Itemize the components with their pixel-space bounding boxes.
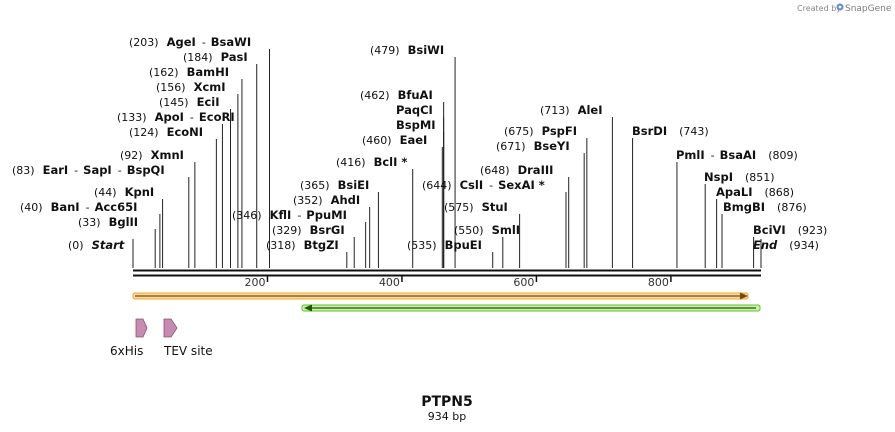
restriction-site-label: (203) AgeI - BsaWI (129, 35, 251, 49)
restriction-site[interactable]: NspI (851) (704, 170, 775, 268)
restriction-site[interactable]: (479) BsiWI (370, 43, 456, 268)
restriction-site[interactable]: ApaLI (868) (716, 185, 794, 268)
sequence-title: PTPN5 (421, 394, 473, 410)
restriction-site-label: (40) BanI - Acc65I (20, 200, 137, 214)
restriction-site-label: (535) BpuEI (407, 238, 482, 252)
restriction-site-label: (0) Start (68, 238, 125, 252)
restriction-site-label: (124) EcoNI (129, 125, 203, 139)
restriction-site[interactable]: (329) BsrGI (272, 223, 355, 268)
restriction-site-label: PaqCI (396, 103, 433, 117)
ruler: 200 400 600 800 (244, 276, 672, 289)
restriction-site[interactable]: (535) BpuEI (407, 238, 494, 268)
orf-forward[interactable] (132, 292, 749, 300)
restriction-site[interactable]: (0) Start (68, 238, 134, 268)
restriction-site[interactable]: (416) BclI * (336, 155, 414, 268)
restriction-site[interactable]: (133) ApoI - EcoRI (117, 110, 235, 268)
restriction-site-label: (460) EaeI (362, 133, 427, 147)
restriction-site-label: (479) BsiWI (370, 43, 444, 57)
restriction-site[interactable]: (33) BglII (78, 215, 156, 268)
app-name: SnapGene (845, 4, 892, 14)
restriction-site-label: NspI (851) (704, 170, 775, 184)
restriction-site-label: BmgBI (876) (723, 200, 807, 214)
restriction-site[interactable]: End (934) (753, 238, 819, 268)
restriction-site[interactable]: (83) EarI - SapI - BspQI (12, 163, 190, 268)
restriction-site-label: (145) EciI (159, 95, 220, 109)
restriction-site-label: (162) BamHI (149, 65, 229, 79)
restriction-site-label: (318) BtgZI (266, 238, 339, 252)
orf-reverse[interactable] (301, 304, 761, 312)
restriction-site[interactable]: (318) BtgZI (266, 238, 348, 268)
restriction-site-label: End (934) (753, 238, 819, 252)
restriction-site[interactable]: (184) PasI (183, 50, 258, 268)
restriction-site[interactable]: (346) KflI - PpuMI (232, 208, 367, 268)
restriction-site[interactable]: (156) XcmI (156, 80, 239, 268)
restriction-site[interactable]: (648) DraIII (480, 163, 570, 268)
ruler-tick-label: 600 (513, 276, 534, 289)
restriction-site-label: (83) EarI - SapI - BspQI (12, 163, 165, 177)
restriction-site[interactable]: (460) EaeI (362, 133, 443, 268)
restriction-site[interactable]: BmgBI (876) (721, 200, 807, 268)
ruler-tick-label: 800 (648, 276, 669, 289)
restriction-site-label: (644) CslI - SexAI * (422, 178, 545, 192)
restriction-site[interactable]: (352) AhdI (293, 193, 371, 268)
snapgene-logo-icon (836, 3, 844, 11)
sequence-backbone (133, 269, 761, 277)
restriction-site-label: (329) BsrGI (272, 223, 345, 237)
restriction-site-label: BciVI (923) (753, 223, 827, 237)
feature-tev-site[interactable]: TEV site (163, 318, 213, 358)
restriction-site-label: (671) BseYI (496, 139, 570, 153)
restriction-site-label: (550) SmlI (454, 223, 520, 237)
restriction-site[interactable]: (675) PspFI (504, 124, 588, 268)
restriction-site-label: (352) AhdI (293, 193, 360, 207)
feature-label-tev-site: TEV site (163, 344, 213, 358)
restriction-site[interactable]: (713) AleI (540, 103, 613, 268)
restriction-site[interactable]: (365) BsiEI (300, 178, 379, 268)
restriction-site[interactable]: BsrDI (743) (632, 124, 709, 268)
restriction-site-label: (156) XcmI (156, 80, 226, 94)
created-by-text: Created by (797, 4, 841, 13)
restriction-site[interactable]: (40) BanI - Acc65I (20, 200, 161, 268)
restriction-site-label: (44) KpnI (94, 185, 154, 199)
restriction-site-label: BsrDI (743) (632, 124, 709, 138)
restriction-site[interactable]: BspMI (396, 118, 445, 268)
restriction-site-label: (346) KflI - PpuMI (232, 208, 347, 222)
restriction-site-label: (575) StuI (444, 200, 508, 214)
restriction-site-label: (416) BclI * (336, 155, 407, 169)
restriction-site[interactable]: (644) CslI - SexAI * (422, 178, 567, 268)
restriction-site[interactable]: (124) EcoNI (129, 125, 217, 268)
restriction-site-label: (33) BglII (78, 215, 138, 229)
restriction-site[interactable]: (462) BfuAI (360, 88, 445, 268)
restriction-site[interactable]: (44) KpnI (94, 185, 164, 268)
restriction-site[interactable]: (671) BseYI (496, 139, 585, 268)
restriction-site-label: (92) XmnI (120, 148, 184, 162)
restriction-site[interactable]: (550) SmlI (454, 223, 520, 268)
restriction-site-label: (713) AleI (540, 103, 603, 117)
restriction-site[interactable]: (145) EciI (159, 95, 231, 268)
restriction-site[interactable]: (92) XmnI (120, 148, 196, 268)
restriction-site-label: ApaLI (868) (716, 185, 794, 199)
restriction-site-label: BspMI (396, 118, 436, 132)
restriction-site[interactable]: BciVI (923) (753, 223, 827, 268)
restriction-site[interactable]: (575) StuI (444, 200, 521, 268)
restriction-site-label: (133) ApoI - EcoRI (117, 110, 235, 124)
restriction-site-label: (675) PspFI (504, 124, 577, 138)
ruler-tick-label: 400 (379, 276, 400, 289)
restriction-site-label: (648) DraIII (480, 163, 553, 177)
restriction-site[interactable]: (203) AgeI - BsaWI (129, 35, 270, 268)
restriction-site-label: (184) PasI (183, 50, 248, 64)
restriction-site-label: (462) BfuAI (360, 88, 433, 102)
feature-6xhis[interactable]: 6xHis (110, 318, 148, 358)
ruler-tick-label: 200 (244, 276, 265, 289)
restriction-site[interactable]: (162) BamHI (149, 65, 243, 268)
feature-label-6xhis: 6xHis (110, 344, 143, 358)
sequence-length: 934 bp (428, 410, 466, 423)
restriction-site[interactable]: PmlI - BsaAI (809) (676, 148, 798, 268)
restriction-site-label: PmlI - BsaAI (809) (676, 148, 798, 162)
restriction-site-label: (365) BsiEI (300, 178, 369, 192)
